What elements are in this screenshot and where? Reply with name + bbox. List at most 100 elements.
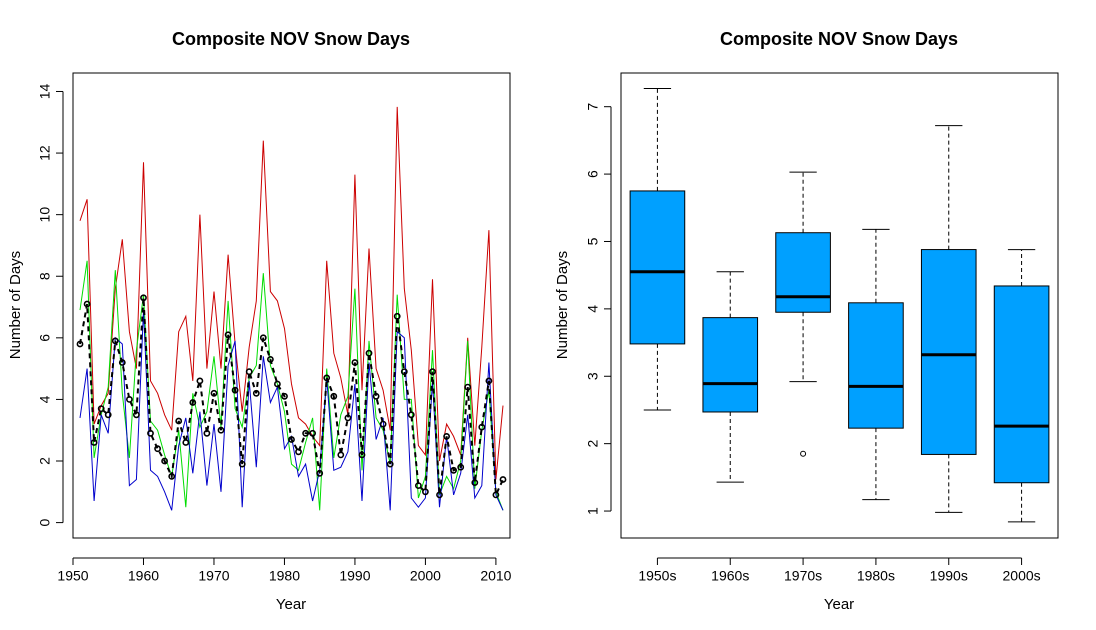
y-tick-label: 8 <box>37 272 53 280</box>
line-chart-title: Composite NOV Snow Days <box>172 29 410 49</box>
mean-point <box>344 414 352 422</box>
box-1990s <box>920 125 977 513</box>
mean-point <box>217 426 225 434</box>
mean-point <box>323 374 331 382</box>
mean-point <box>485 377 493 385</box>
box-1980s <box>848 228 904 501</box>
mean-point <box>492 491 500 499</box>
y-tick-label: 6 <box>37 334 53 342</box>
box-chart-axes: 1950s 1960s 1970s 1980s 1990s 2000s 1 2 3 4 5 6 7 <box>585 103 1041 584</box>
mean-point <box>104 411 112 419</box>
mean-point <box>316 469 324 477</box>
mean-point <box>259 334 267 342</box>
x-tick-label: 1950 <box>57 567 88 583</box>
x-tick-label: 1980 <box>269 567 300 583</box>
line-chart-y-axis-label: Number of Days <box>7 251 24 359</box>
mean-point <box>372 392 380 400</box>
mean-point <box>97 405 105 413</box>
mean-point <box>161 457 168 465</box>
mean-point <box>478 423 486 431</box>
mean-point <box>189 399 197 406</box>
y-tick-label: 3 <box>585 372 601 380</box>
x-tick-label: 1970s <box>784 567 822 583</box>
x-tick-label: 1990 <box>339 567 370 583</box>
x-tick-label: 1980s <box>857 567 895 583</box>
box-chart-title: Composite NOV Snow Days <box>720 29 958 49</box>
line-series-0 <box>79 106 504 480</box>
mean-point <box>499 476 507 483</box>
mean-point <box>118 359 126 366</box>
mean-point <box>421 488 429 496</box>
mean-point <box>154 445 161 453</box>
mean-point <box>90 439 98 446</box>
mean-point <box>273 380 281 388</box>
mean-point <box>224 331 232 339</box>
x-tick-label: 2000 <box>410 567 441 583</box>
mean-point <box>436 491 443 499</box>
box-outlier <box>800 450 807 457</box>
mean-point <box>471 479 479 486</box>
y-tick-label: 10 <box>37 207 53 223</box>
box-iqr <box>702 317 759 413</box>
mean-point <box>76 340 84 348</box>
mean-point <box>337 451 345 459</box>
mean-point <box>175 417 183 425</box>
y-tick-label: 7 <box>585 103 601 111</box>
box-iqr <box>629 190 686 345</box>
mean-point <box>302 429 309 437</box>
mean-point <box>238 460 246 468</box>
line-chart-plot-area <box>76 106 507 511</box>
mean-point <box>245 368 253 376</box>
mean-point <box>111 337 119 345</box>
x-tick-label: 1970 <box>198 567 229 583</box>
mean-point <box>379 420 387 428</box>
x-tick-label: 1950s <box>638 567 676 583</box>
y-tick-label: 6 <box>585 170 601 178</box>
mean-point <box>400 368 408 376</box>
x-tick-label: 2010 <box>480 567 511 583</box>
mean-point <box>147 429 154 437</box>
line-series-3 <box>79 297 504 496</box>
box-iqr <box>775 232 831 313</box>
y-tick-label: 2 <box>37 457 53 465</box>
mean-point <box>393 312 401 320</box>
mean-point <box>443 432 450 440</box>
mean-point <box>182 439 190 446</box>
mean-point <box>210 389 218 397</box>
mean-point <box>386 460 394 468</box>
box-2000s <box>993 249 1050 523</box>
mean-point <box>429 368 436 376</box>
x-tick-label: 1960s <box>711 567 749 583</box>
mean-point <box>266 355 274 363</box>
box-chart-plot-area <box>629 88 1050 523</box>
box-1950s <box>629 88 686 411</box>
mean-point <box>132 411 140 419</box>
mean-point <box>196 377 204 385</box>
box-1960s <box>702 271 759 483</box>
y-tick-label: 1 <box>585 507 601 515</box>
mean-point <box>358 451 366 459</box>
mean-point <box>365 349 373 357</box>
mean-point <box>330 392 338 400</box>
mean-point <box>125 395 133 403</box>
mean-point <box>203 429 211 437</box>
mean-point <box>407 411 415 419</box>
mean-point <box>83 300 91 308</box>
mean-point <box>252 389 260 397</box>
mean-point <box>464 383 472 391</box>
mean-point <box>457 463 465 471</box>
mean-point <box>231 386 239 394</box>
box-chart-plot-frame <box>620 72 1059 539</box>
mean-point <box>140 294 147 302</box>
y-tick-label: 0 <box>37 519 53 527</box>
mean-point <box>351 359 359 366</box>
y-tick-label: 5 <box>585 237 601 245</box>
x-tick-label: 1960 <box>128 567 159 583</box>
mean-point <box>309 429 316 437</box>
line-chart-plot-frame <box>72 72 511 539</box>
y-tick-label: 14 <box>37 83 53 99</box>
box-chart-x-axis-label: Year <box>824 596 854 613</box>
box-iqr <box>993 285 1050 484</box>
